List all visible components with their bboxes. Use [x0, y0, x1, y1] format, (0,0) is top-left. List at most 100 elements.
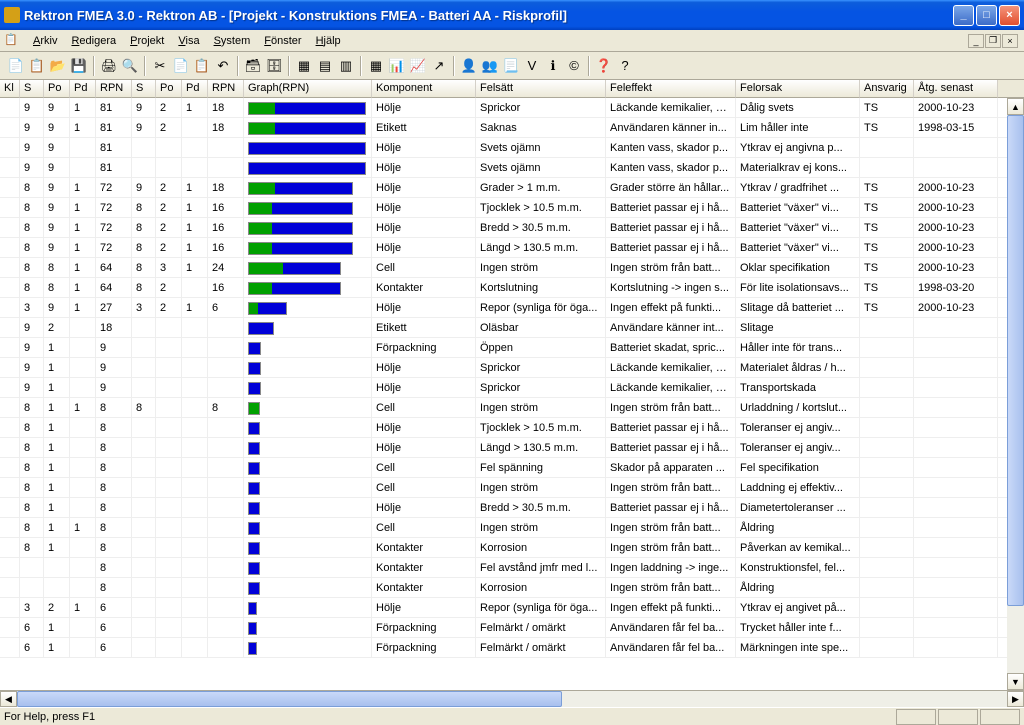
table-row[interactable]: 818KontakterKorrosionIngen ström från ba… [0, 538, 1024, 558]
table-row[interactable]: 818HöljeLängd > 130.5 m.m.Batteriet pass… [0, 438, 1024, 458]
layout1-icon[interactable]: ▦ [294, 56, 314, 76]
export-icon[interactable]: ↗ [429, 56, 449, 76]
cell-po2 [156, 398, 182, 418]
table-icon[interactable]: ▦ [366, 56, 386, 76]
table-row[interactable]: 616FörpackningFelmärkt / omärktAnvändare… [0, 638, 1024, 658]
col-rpn1[interactable]: RPN [96, 80, 132, 98]
menu-projekt[interactable]: Projekt [123, 33, 171, 49]
doc-icon[interactable]: 📃 [501, 56, 521, 76]
col-s2[interactable]: S [132, 80, 156, 98]
close-button[interactable]: × [999, 5, 1020, 26]
cut-icon[interactable]: ✂ [150, 56, 170, 76]
mdi-restore-button[interactable]: ❐ [985, 34, 1001, 48]
table-row[interactable]: 881648216KontakterKortslutningKortslutni… [0, 278, 1024, 298]
mdi-close-button[interactable]: × [1002, 34, 1018, 48]
menu-arkiv[interactable]: Arkiv [26, 33, 64, 49]
menu-system[interactable]: System [207, 33, 258, 49]
table-row[interactable]: 8917292118HöljeGrader > 1 m.m.Grader stö… [0, 178, 1024, 198]
print-icon[interactable]: 🖨 [99, 56, 119, 76]
hscroll-thumb[interactable] [17, 691, 562, 707]
undo-icon[interactable]: ↶ [213, 56, 233, 76]
co-icon[interactable]: © [564, 56, 584, 76]
cell-pd2 [182, 318, 208, 338]
maximize-button[interactable]: □ [976, 5, 997, 26]
col-graph[interactable]: Graph(RPN) [244, 80, 372, 98]
layout2-icon[interactable]: ▤ [315, 56, 335, 76]
table-row[interactable]: 616FörpackningFelmärkt / omärktAnvändare… [0, 618, 1024, 638]
table-row[interactable]: 8917282116HöljeTjocklek > 10.5 m.m.Batte… [0, 198, 1024, 218]
cell-rpn1: 6 [96, 618, 132, 638]
mdi-minimize-button[interactable]: _ [968, 34, 984, 48]
menu-fönster[interactable]: Fönster [257, 33, 308, 49]
table-row[interactable]: 818HöljeTjocklek > 10.5 m.m.Batteriet pa… [0, 418, 1024, 438]
table-row[interactable]: 811888CellIngen strömIngen ström från ba… [0, 398, 1024, 418]
col-po1[interactable]: Po [44, 80, 70, 98]
col-an[interactable]: Ansvarig [860, 80, 914, 98]
col-fo[interactable]: Felorsak [736, 80, 860, 98]
open-icon[interactable]: 📂 [48, 56, 68, 76]
col-fe[interactable]: Feleffekt [606, 80, 736, 98]
table-row[interactable]: 8917282116HöljeLängd > 130.5 m.m.Batteri… [0, 238, 1024, 258]
info-icon[interactable]: ℹ [543, 56, 563, 76]
user2-icon[interactable]: 👥 [480, 56, 500, 76]
db2-icon[interactable]: 🗄 [264, 56, 284, 76]
help-icon[interactable]: ❓ [594, 56, 614, 76]
table-row[interactable]: 391273216HöljeRepor (synliga för öga...I… [0, 298, 1024, 318]
save-icon[interactable]: 💾 [69, 56, 89, 76]
vertical-scrollbar[interactable]: ▲ ▼ [1007, 98, 1024, 690]
menu-visa[interactable]: Visa [171, 33, 206, 49]
col-s1[interactable]: S [20, 80, 44, 98]
table-row[interactable]: 818CellIngen strömIngen ström från batt.… [0, 478, 1024, 498]
scroll-right-icon[interactable]: ▶ [1007, 691, 1024, 707]
table-row[interactable]: 9918192118HöljeSprickorLäckande kemikali… [0, 98, 1024, 118]
line-icon[interactable]: 📈 [408, 56, 428, 76]
col-kl[interactable]: Kl [0, 80, 20, 98]
db1-icon[interactable]: 🗃 [243, 56, 263, 76]
copy-icon[interactable]: 📋 [27, 56, 47, 76]
layout3-icon[interactable]: ▥ [336, 56, 356, 76]
cell-komp: Etikett [372, 118, 476, 138]
cell-fe: Kanten vass, skador p... [606, 138, 736, 158]
menu-hjälp[interactable]: Hjälp [309, 33, 348, 49]
table-row[interactable]: 8KontakterFel avstånd jmfr med l...Ingen… [0, 558, 1024, 578]
v-icon[interactable]: V [522, 56, 542, 76]
table-row[interactable]: 8917282116HöljeBredd > 30.5 m.m.Batterie… [0, 218, 1024, 238]
paste-icon[interactable]: 📋 [192, 56, 212, 76]
table-row[interactable]: 8KontakterKorrosionIngen ström från batt… [0, 578, 1024, 598]
table-row[interactable]: 919HöljeSprickorLäckande kemikalier, e..… [0, 358, 1024, 378]
table-row[interactable]: 8816483124CellIngen strömIngen ström frå… [0, 258, 1024, 278]
table-row[interactable]: 991819218EtikettSaknasAnvändaren känner … [0, 118, 1024, 138]
col-pd1[interactable]: Pd [70, 80, 96, 98]
preview-icon[interactable]: 🔍 [120, 56, 140, 76]
table-row[interactable]: 9218EtikettOläsbarAnvändare känner int..… [0, 318, 1024, 338]
col-komp[interactable]: Komponent [372, 80, 476, 98]
table-row[interactable]: 3216HöljeRepor (synliga för öga...Ingen … [0, 598, 1024, 618]
table-row[interactable]: 818HöljeBredd > 30.5 m.m.Batteriet passa… [0, 498, 1024, 518]
cell-pd1: 1 [70, 98, 96, 118]
scroll-up-icon[interactable]: ▲ [1007, 98, 1024, 115]
col-rpn2[interactable]: RPN [208, 80, 244, 98]
col-pd2[interactable]: Pd [182, 80, 208, 98]
scroll-down-icon[interactable]: ▼ [1007, 673, 1024, 690]
col-atg[interactable]: Åtg. senast [914, 80, 998, 98]
minimize-button[interactable]: _ [953, 5, 974, 26]
cell-pd2 [182, 518, 208, 538]
vscroll-thumb[interactable] [1007, 115, 1024, 606]
table-row[interactable]: 9981HöljeSvets ojämnKanten vass, skador … [0, 138, 1024, 158]
table-row[interactable]: 818CellFel spänningSkador på apparaten .… [0, 458, 1024, 478]
cell-graph [244, 378, 372, 398]
new-icon[interactable]: 📄 [6, 56, 26, 76]
col-fs[interactable]: Felsätt [476, 80, 606, 98]
horizontal-scrollbar[interactable]: ◀ ▶ [0, 690, 1024, 707]
table-row[interactable]: 919HöljeSprickorLäckande kemikalier, e..… [0, 378, 1024, 398]
help2-icon[interactable]: ? [615, 56, 635, 76]
copy2-icon[interactable]: 📄 [171, 56, 191, 76]
scroll-left-icon[interactable]: ◀ [0, 691, 17, 707]
menu-redigera[interactable]: Redigera [64, 33, 123, 49]
chart-icon[interactable]: 📊 [387, 56, 407, 76]
user1-icon[interactable]: 👤 [459, 56, 479, 76]
table-row[interactable]: 9981HöljeSvets ojämnKanten vass, skador … [0, 158, 1024, 178]
table-row[interactable]: 8118CellIngen strömIngen ström från batt… [0, 518, 1024, 538]
table-row[interactable]: 919FörpackningÖppenBatteriet skadat, spr… [0, 338, 1024, 358]
col-po2[interactable]: Po [156, 80, 182, 98]
